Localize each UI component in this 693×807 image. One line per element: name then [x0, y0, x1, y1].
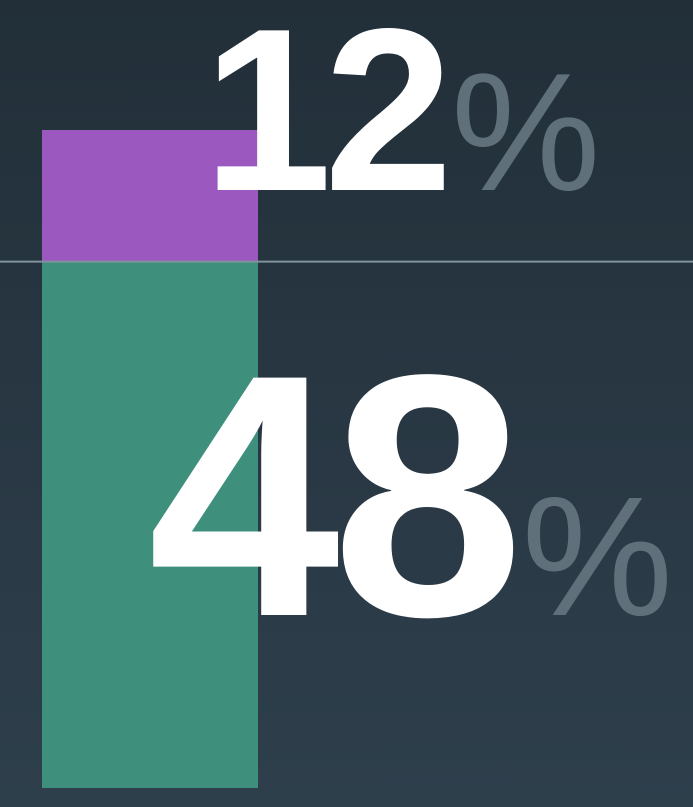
bar-segment: [42, 261, 258, 789]
bar-group: [0, 130, 693, 789]
label-group: 12%48%: [148, 0, 673, 689]
bar-segment: [42, 130, 258, 262]
value-number: 48: [148, 304, 516, 689]
value-label: 12%: [203, 0, 600, 240]
value-label: 48%: [148, 304, 673, 689]
value-number: 12: [203, 0, 445, 240]
value-unit: %: [522, 462, 673, 652]
value-unit: %: [451, 38, 600, 226]
